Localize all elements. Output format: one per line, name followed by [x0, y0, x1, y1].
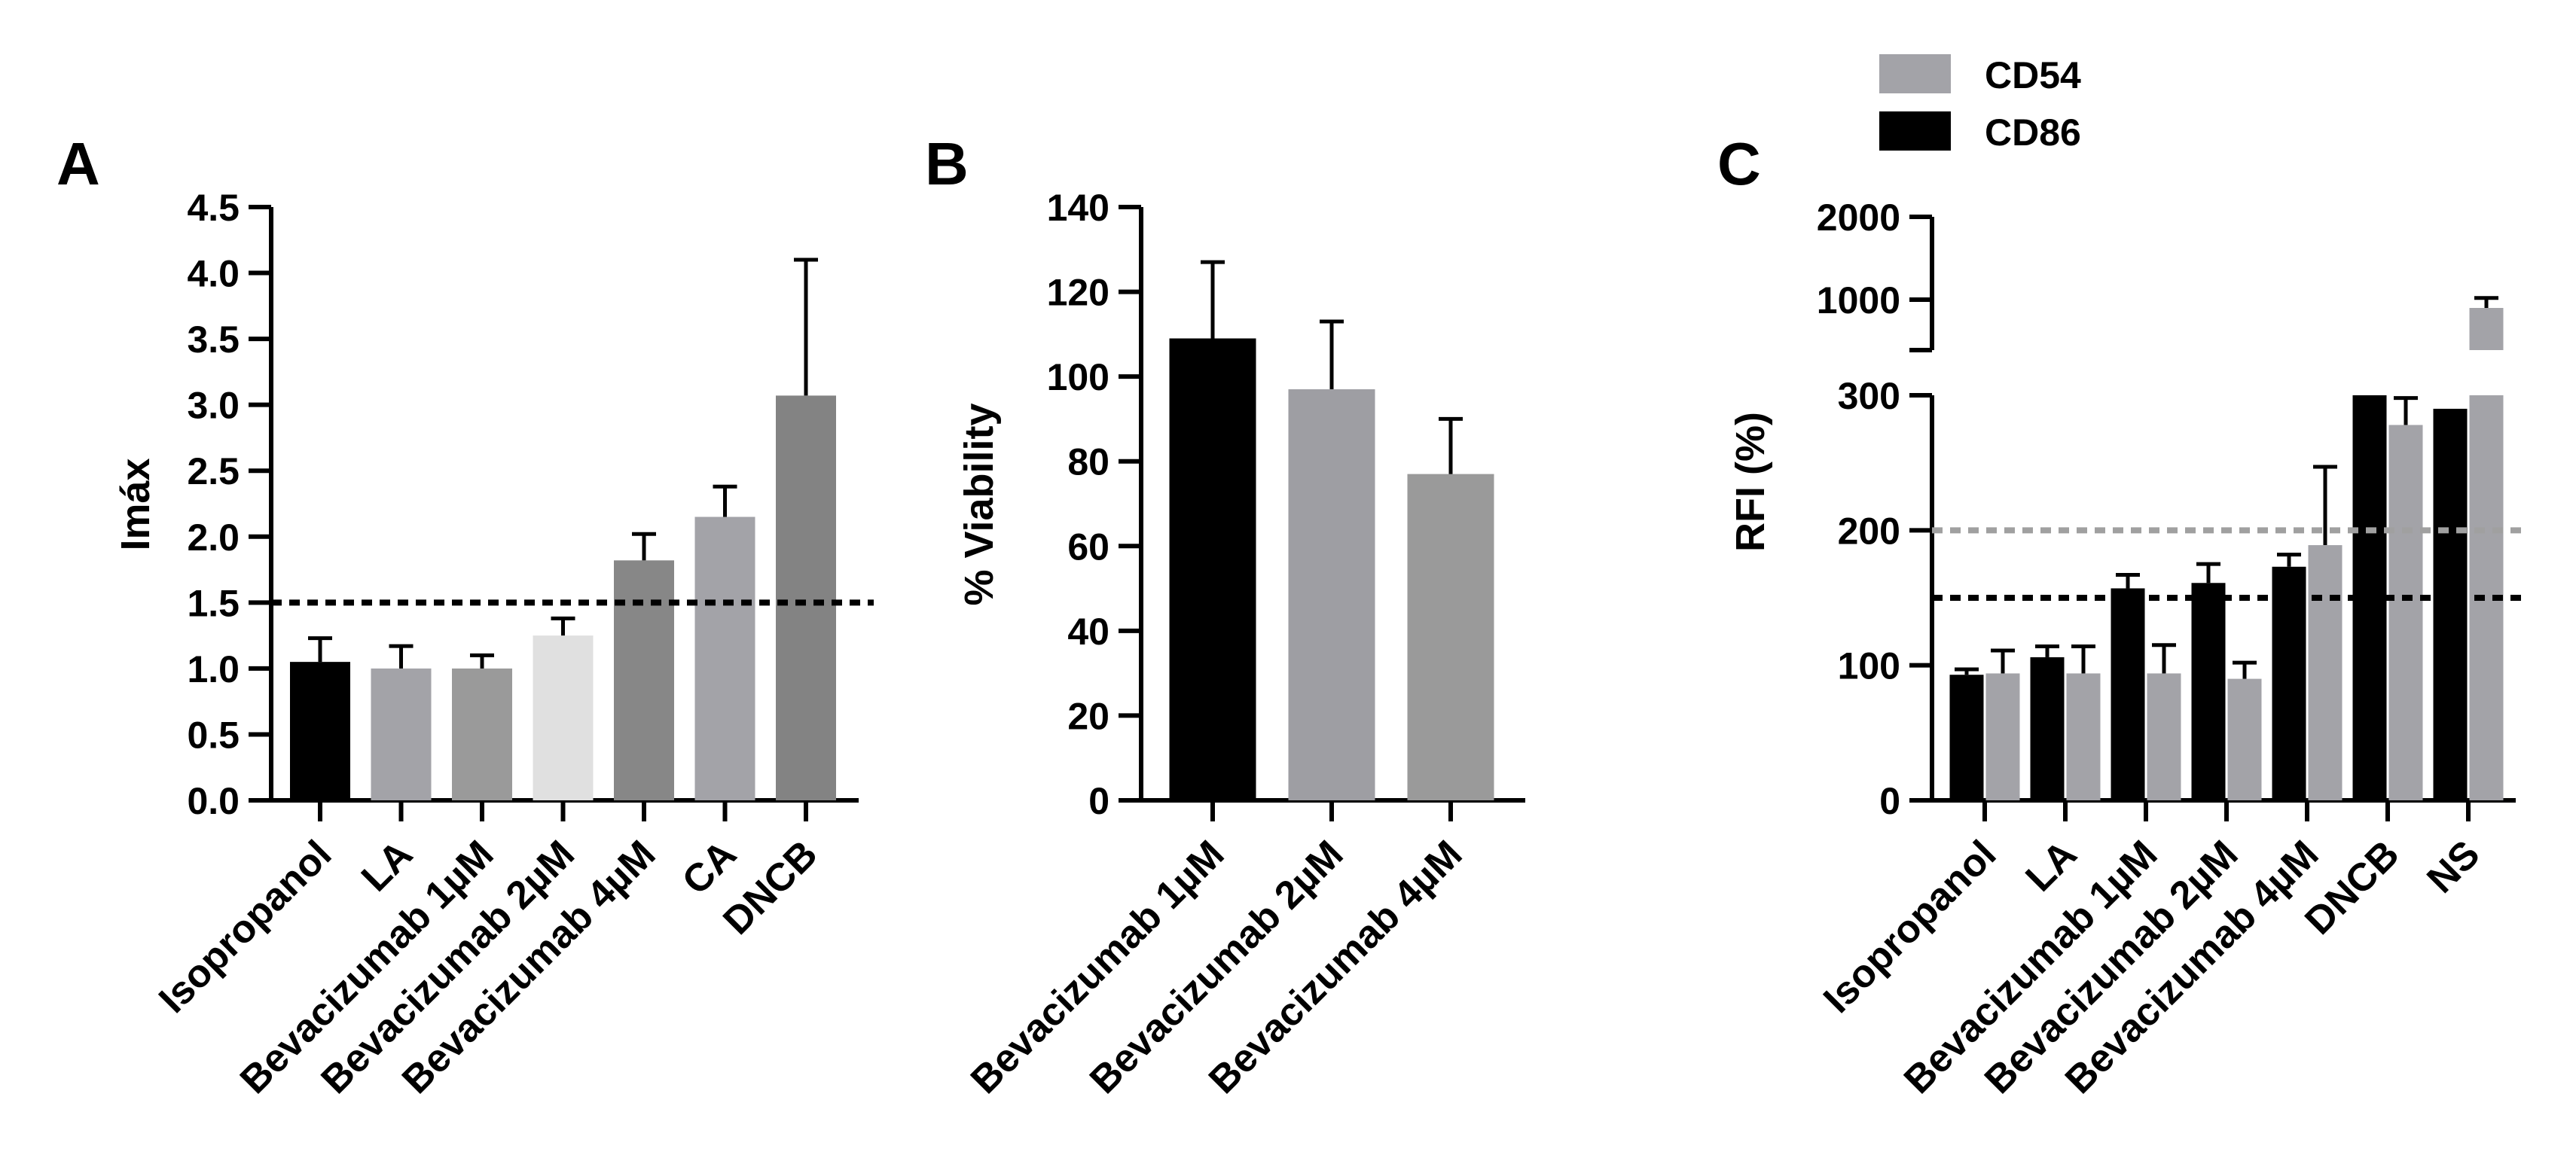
panel-a-ytick-label: 3.0 [187, 385, 240, 427]
legend: CD54 CD86 [1879, 54, 2081, 154]
panel-a-ytick-label: 1.5 [187, 582, 240, 624]
panel-c-bar-cd54-isopropanol [1985, 673, 2020, 800]
panel-b-bar-bevacizumab-4-m [1407, 474, 1494, 800]
panel-a-ytick-label: 4.0 [187, 253, 240, 295]
panel-c-bar-cd86-bevacizumab-2-m [2191, 583, 2226, 800]
panel-a-chart: 0.00.51.01.52.02.53.03.54.04.5Isopropano… [151, 187, 874, 1102]
panel-a-ytick-label: 2.0 [187, 516, 240, 559]
panel-a-ytick-label: 3.5 [187, 318, 240, 361]
legend-swatch-cd54 [1879, 54, 1951, 93]
panel-a-bar-bevacizumab-2-m [533, 635, 594, 800]
panel-b-ytick-label: 40 [1067, 611, 1109, 653]
panel-b-ytick-label: 120 [1047, 272, 1109, 314]
panel-b-label: B [925, 130, 969, 197]
panel-c-ytick-label: 0 [1879, 780, 1900, 822]
panel-b-bar-bevacizumab-2-m [1288, 389, 1375, 800]
panel-c-bar-cd54-la [2066, 673, 2101, 800]
panel-a-ytick-label: 4.5 [187, 187, 240, 229]
panel-a-bar-dncb [776, 395, 836, 800]
panel-a-bar-la [371, 668, 432, 800]
panel-a-ytick-label: 0.0 [187, 780, 240, 822]
panel-c-xtick-label-dncb: DNCB [2297, 832, 2407, 943]
legend-label-cd86: CD86 [1985, 111, 2081, 154]
panel-a-ytick-label: 0.5 [187, 714, 240, 756]
panel-b-ytick-label: 100 [1047, 356, 1109, 398]
panel-c-ylabel: RFI (%) [1728, 412, 1773, 552]
panel-a-ytick-label: 2.5 [187, 450, 240, 492]
panel-a-bar-ca [694, 516, 755, 800]
panel-c-bar-cd86-bevacizumab-4-m [2272, 566, 2306, 800]
panel-b-ytick-label: 0 [1088, 780, 1109, 822]
panel-a-label: A [56, 130, 100, 197]
panel-c-bar-cd54-bevacizumab-4-m [2308, 545, 2343, 800]
panel-a-ytick-label: 1.0 [187, 648, 240, 690]
panel-c-bar-cd54-ns-upper [2469, 308, 2504, 350]
panel-b-ytick-label: 80 [1067, 441, 1109, 483]
panel-a-bar-isopropanol [290, 662, 350, 800]
panel-c-bar-cd54-bevacizumab-1-m [2147, 673, 2181, 800]
panel-b-ytick-label: 60 [1067, 526, 1109, 568]
panel-a-ylabel: Imáx [113, 458, 158, 550]
panel-c-bar-cd86-ns [2433, 408, 2468, 800]
legend-label-cd54: CD54 [1985, 54, 2081, 96]
panel-c-xtick-label-ns: NS [2419, 832, 2488, 901]
panel-c-ytick-label: 300 [1838, 375, 1900, 417]
panel-c-ytick-label: 200 [1838, 510, 1900, 552]
panel-c-ytick-label: 1000 [1817, 279, 1900, 321]
panel-b-ytick-label: 20 [1067, 695, 1109, 737]
legend-swatch-cd86 [1879, 111, 1951, 151]
panel-c-label: C [1717, 130, 1761, 197]
panel-c-ytick-label: 2000 [1817, 197, 1900, 239]
panel-c-xtick-label-la: LA [2017, 832, 2085, 900]
panel-b-bar-bevacizumab-1-m [1169, 338, 1256, 800]
panel-c-bar-cd86-la [2030, 657, 2065, 800]
panel-a-xtick-label-dncb: DNCB [715, 832, 826, 943]
panel-c-bar-cd54-bevacizumab-2-m [2227, 678, 2262, 800]
panel-a-xtick-label-la: LA [353, 832, 421, 900]
panel-a-bar-bevacizumab-4-m [614, 560, 674, 800]
panel-b-ylabel: % Viability [957, 403, 1002, 605]
panel-b-ytick-label: 140 [1047, 187, 1109, 229]
panel-c-bar-cd54-dncb [2388, 425, 2423, 800]
panel-a-bar-bevacizumab-1-m [452, 668, 512, 800]
panel-c-bar-cd86-bevacizumab-1-m [2111, 588, 2145, 800]
panel-c-ytick-label: 100 [1838, 645, 1900, 687]
panel-c-bar-cd86-isopropanol [1949, 675, 1984, 800]
